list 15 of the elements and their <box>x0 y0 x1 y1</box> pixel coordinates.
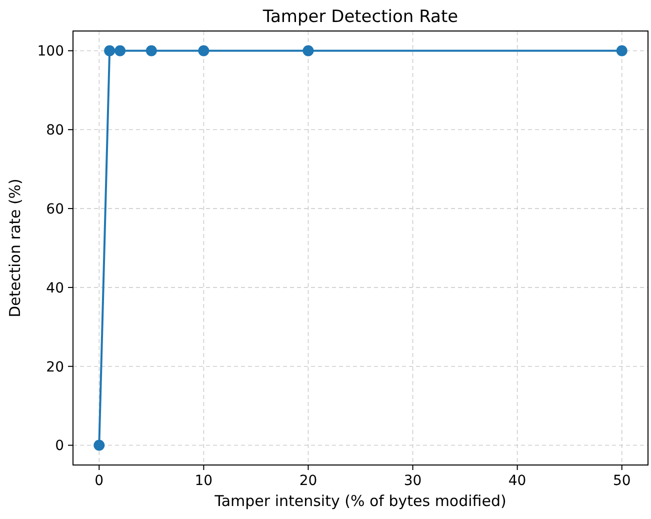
y-tick-label: 40 <box>46 280 64 296</box>
y-tick-label: 0 <box>55 438 64 454</box>
chart-title: Tamper Detection Rate <box>262 7 458 27</box>
y-tick-label: 20 <box>46 359 64 376</box>
x-tick-label: 30 <box>404 473 422 489</box>
x-tick-label: 50 <box>612 473 631 489</box>
y-tick-label: 80 <box>46 122 64 139</box>
x-tick-label: 40 <box>508 473 526 489</box>
y-tick-label: 60 <box>46 201 64 218</box>
x-axis-title: Tamper intensity (% of bytes modified) <box>214 492 506 510</box>
x-tick-label: 10 <box>194 473 213 489</box>
x-tick-label: 20 <box>299 473 318 489</box>
x-tick-label: 0 <box>94 473 104 489</box>
y-tick-label: 100 <box>37 44 64 60</box>
y-axis-title: Detection rate (%) <box>6 178 24 318</box>
